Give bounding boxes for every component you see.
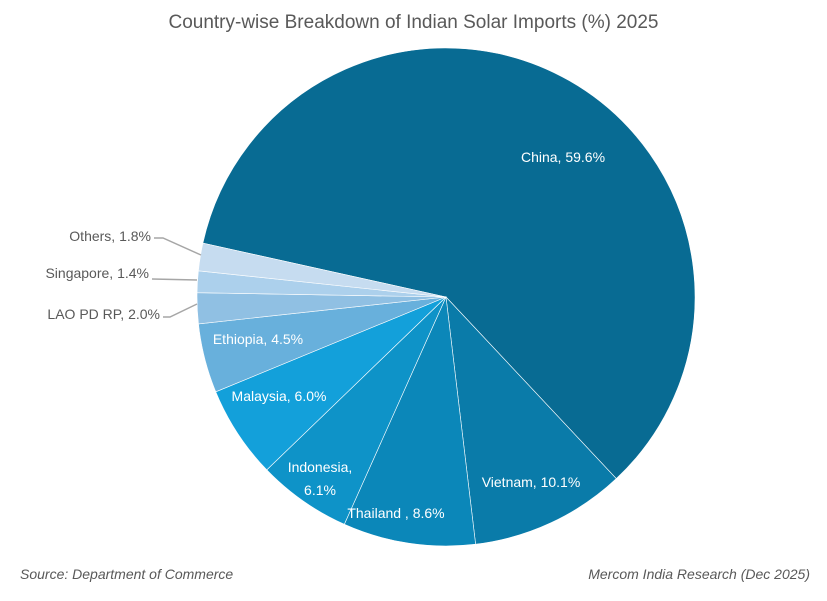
data-label-singapore: Singapore, 1.4% (45, 265, 149, 281)
pie-slice-vietnam (445, 296, 617, 545)
data-label-line: Indonesia, (288, 459, 353, 475)
chart-title: Country-wise Breakdown of Indian Solar I… (168, 12, 659, 33)
source-prefix: Source: (20, 566, 69, 582)
data-label-thailand: Thailand , 8.6% (347, 505, 444, 521)
data-label-line: 6.1% (304, 482, 336, 498)
source-text: Department of Commerce (72, 566, 234, 582)
data-label-china: China, 59.6% (521, 149, 605, 165)
pie-slice-thailand (343, 295, 476, 547)
leader-line (154, 237, 202, 256)
pie-slice-china (202, 47, 696, 480)
data-label-ethiopia: Ethiopia, 4.5% (213, 331, 303, 347)
credit-note: Mercom India Research (Dec 2025) (588, 566, 810, 582)
pie-slice-others (198, 242, 447, 298)
source-note: Source: Department of Commerce (20, 566, 233, 582)
data-label-malaysia: Malaysia, 6.0% (232, 388, 327, 404)
leader-line (151, 278, 198, 281)
data-label-indonesia: Indonesia, 6.1% (288, 459, 353, 498)
data-label-vietnam: Vietnam, 10.1% (482, 474, 581, 490)
data-label-lao-pd-rp: LAO PD RP, 2.0% (47, 306, 160, 322)
leader-line (163, 303, 198, 318)
data-label-others: Others, 1.8% (69, 228, 151, 244)
